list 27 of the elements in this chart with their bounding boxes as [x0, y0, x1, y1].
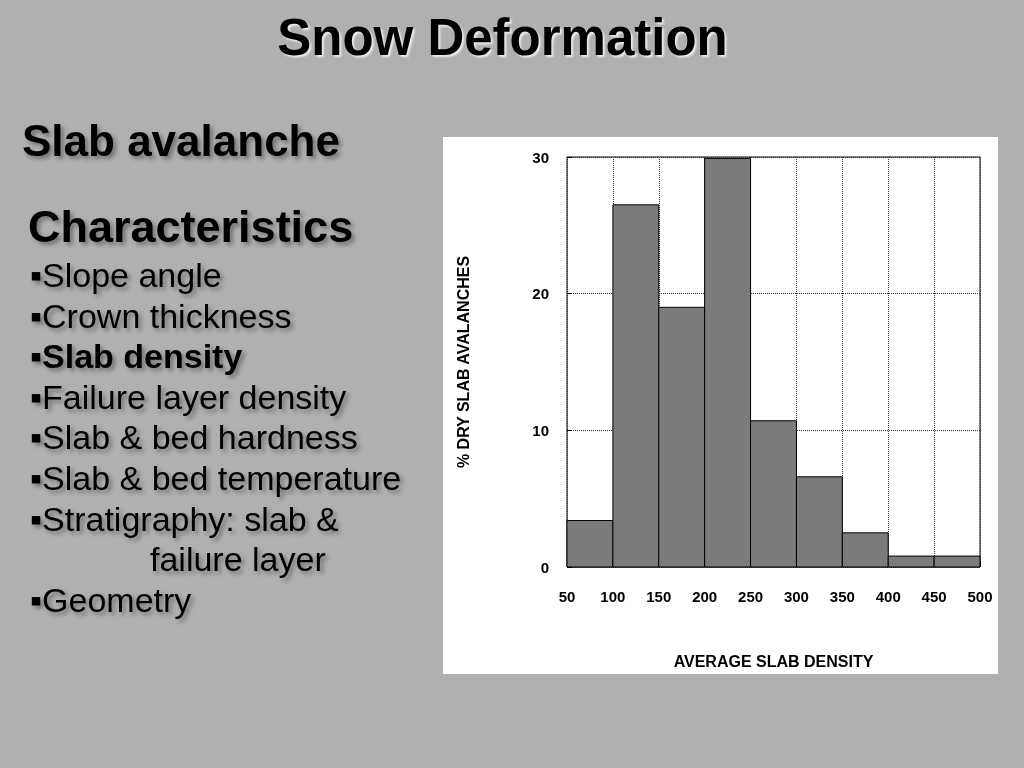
x-tick-label: 300 — [783, 588, 809, 605]
x-tick-label: 150 — [646, 588, 672, 605]
text: ▪Slab & bed hardness — [30, 418, 358, 457]
text: Slab avalanche — [22, 116, 340, 165]
text: ▪Slope angle — [30, 256, 222, 294]
text: Characteristics — [28, 201, 354, 252]
x-tick-label: 450 — [921, 588, 947, 605]
y-tick-label: 20 — [532, 285, 549, 303]
text: ▪Crown thickness — [30, 296, 292, 335]
text: ▪Slab density — [30, 337, 243, 376]
y-tick-label: 30 — [532, 148, 549, 166]
x-tick-label: 200 — [692, 588, 718, 605]
y-tick-label: 0 — [540, 558, 549, 576]
text: ▪Stratigraphy: slab & failure layer — [30, 499, 339, 579]
x-tick-label: 500 — [967, 588, 993, 605]
y-axis-title: % DRY SLAB AVALANCHES — [454, 255, 472, 469]
x-tick-label: 100 — [600, 588, 626, 605]
x-tick-label: 50 — [558, 588, 576, 605]
text: ▪Geometry — [30, 580, 192, 619]
x-tick-label: 350 — [829, 588, 855, 605]
text: Snow Deformation — [277, 9, 728, 66]
y-tick-label: 10 — [532, 421, 549, 439]
x-tick-label: 400 — [875, 588, 901, 605]
text: ▪Failure layer density — [30, 377, 347, 416]
text: ▪Slab & bed temperature — [30, 458, 402, 497]
x-axis-title: AVERAGE SLAB DENSITY — [673, 652, 874, 670]
x-tick-label: 250 — [738, 588, 764, 605]
